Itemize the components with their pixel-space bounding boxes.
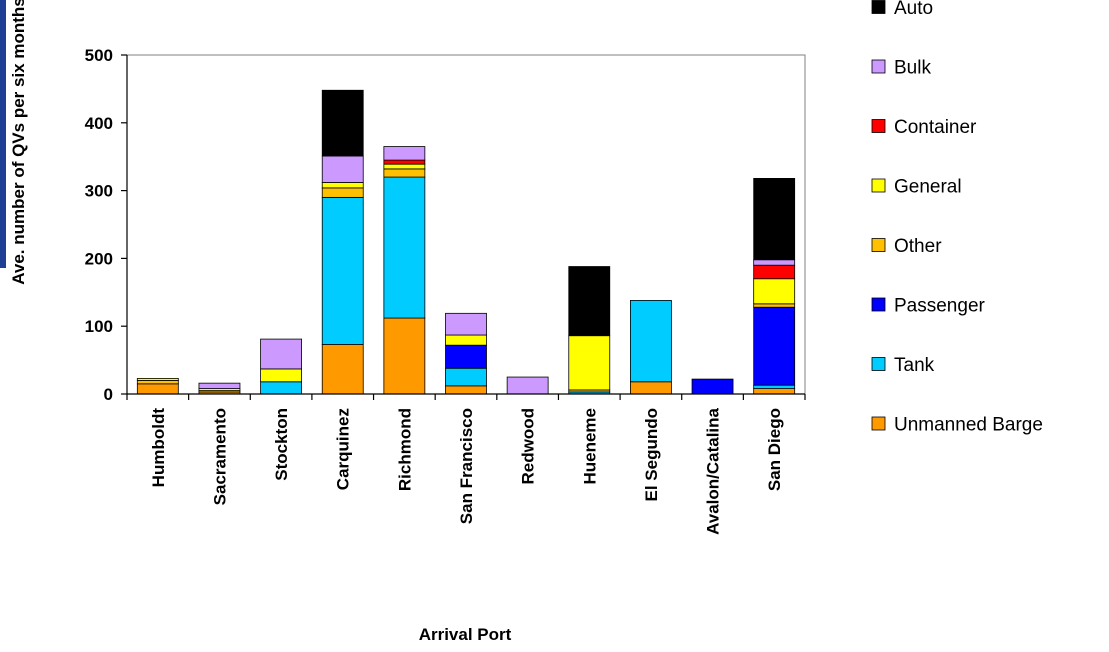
bar-segment-richmond-general bbox=[383, 163, 426, 170]
x-tick-label: Hueneme bbox=[580, 408, 599, 485]
y-tick-label: 100 bbox=[85, 317, 113, 336]
legend: Auto Bulk Container General Other Passenger Ta… bbox=[871, 0, 1043, 436]
legend-label-general: General bbox=[894, 177, 962, 198]
bar-segment-richmond-other bbox=[383, 168, 426, 178]
bar-segment-carquinez-auto bbox=[321, 89, 364, 157]
legend-label-tank: Tank bbox=[894, 355, 935, 376]
x-tick-label: Carquinez bbox=[334, 408, 353, 490]
x-axis-title: Arrival Port bbox=[419, 625, 512, 644]
legend-swatch-unmanned-barge bbox=[871, 416, 886, 431]
bar-segment-hueneme-general bbox=[568, 335, 611, 391]
bar-segment-san-diego-tank bbox=[753, 384, 796, 389]
plot-area bbox=[136, 89, 796, 395]
legend-swatch-passenger bbox=[871, 297, 886, 312]
bar-segment-san-francisco-passenger bbox=[445, 344, 487, 369]
legend-label-container: Container bbox=[894, 117, 977, 138]
bar-segment-carquinez-general bbox=[321, 182, 364, 189]
bar-segment-redwood-bulk bbox=[506, 376, 549, 395]
bar-segment-richmond-bulk bbox=[383, 146, 426, 161]
legend-label-unmanned-barge: Unmanned Barge bbox=[894, 415, 1043, 436]
bar-segment-richmond-unmanned-barge bbox=[383, 317, 426, 395]
y-tick-label: 200 bbox=[85, 249, 113, 268]
x-tick-label: Sacramento bbox=[210, 408, 229, 505]
bar-segment-san-francisco-general bbox=[445, 334, 487, 346]
x-tick-label: Avalon/Catalina bbox=[704, 407, 723, 534]
y-axis-title: Ave. number of QVs per six months bbox=[9, 0, 28, 285]
bar-segment-carquinez-tank bbox=[321, 196, 364, 345]
bar-segment-san-francisco-tank bbox=[445, 367, 487, 387]
x-tick-label: San Francisco bbox=[457, 408, 476, 524]
y-tick-label: 0 bbox=[104, 385, 113, 404]
bar-segment-avalon-catalina-passenger bbox=[691, 378, 734, 395]
legend-label-auto: Auto bbox=[894, 0, 933, 19]
legend-swatch-other bbox=[871, 238, 886, 252]
bar-segment-carquinez-other bbox=[321, 187, 364, 198]
y-tick-label: 400 bbox=[85, 114, 113, 133]
bar-segment-san-diego-unmanned-barge bbox=[753, 388, 796, 395]
bar-segment-san-diego-bulk bbox=[753, 259, 796, 266]
bar-segment-san-diego-other bbox=[753, 303, 796, 308]
y-tick-label: 300 bbox=[85, 182, 113, 201]
bar-segment-san-diego-auto bbox=[753, 177, 796, 261]
bar-segment-richmond-container bbox=[383, 159, 426, 165]
bar-segment-humboldt-unmanned-barge bbox=[136, 383, 179, 395]
bar-segment-san-francisco-unmanned-barge bbox=[445, 385, 487, 395]
legend-label-other: Other bbox=[894, 236, 942, 257]
axes: 0 100 200 300 400 500 Humboldt Sacramento Stockt… bbox=[85, 46, 806, 535]
bar-segment-san-diego-container bbox=[753, 264, 796, 280]
bar-segment-stockton-tank bbox=[260, 381, 302, 395]
bar-segment-hueneme-auto bbox=[568, 266, 611, 337]
legend-swatch-bulk bbox=[871, 59, 886, 74]
bar-segment-san-diego-passenger bbox=[753, 306, 796, 386]
y-tick-label: 500 bbox=[85, 46, 113, 65]
bar-segment-san-francisco-bulk bbox=[445, 312, 487, 336]
x-tick-label: San Diego bbox=[765, 408, 784, 491]
legend-swatch-auto bbox=[871, 0, 886, 14]
x-tick-label: Humboldt bbox=[149, 408, 168, 488]
bar-segment-carquinez-bulk bbox=[321, 155, 364, 183]
bar-segment-humboldt-general bbox=[136, 378, 179, 381]
bar-segment-stockton-bulk bbox=[260, 338, 302, 370]
legend-swatch-tank bbox=[871, 357, 886, 371]
x-tick-label: El Segundo bbox=[642, 408, 661, 502]
bar-segment-el-segundo-unmanned-barge bbox=[630, 381, 672, 395]
legend-swatch-general bbox=[871, 178, 886, 193]
legend-label-passenger: Passenger bbox=[894, 296, 986, 317]
bar-segment-san-diego-general bbox=[753, 278, 796, 305]
legend-swatch-container bbox=[871, 119, 886, 133]
x-tick-label: Redwood bbox=[519, 408, 538, 485]
x-tick-label: Richmond bbox=[395, 408, 414, 491]
legend-label-bulk: Bulk bbox=[894, 58, 931, 79]
x-tick-label: Stockton bbox=[272, 408, 291, 481]
bar-segment-stockton-general bbox=[260, 368, 302, 383]
bar-segment-el-segundo-tank bbox=[630, 300, 672, 383]
bar-segment-carquinez-unmanned-barge bbox=[321, 344, 364, 395]
bar-segment-humboldt-other bbox=[136, 380, 179, 385]
bar-segment-richmond-tank bbox=[383, 176, 426, 319]
left-accent-bar bbox=[0, 0, 6, 268]
bar-segment-sacramento-bulk bbox=[198, 382, 241, 389]
